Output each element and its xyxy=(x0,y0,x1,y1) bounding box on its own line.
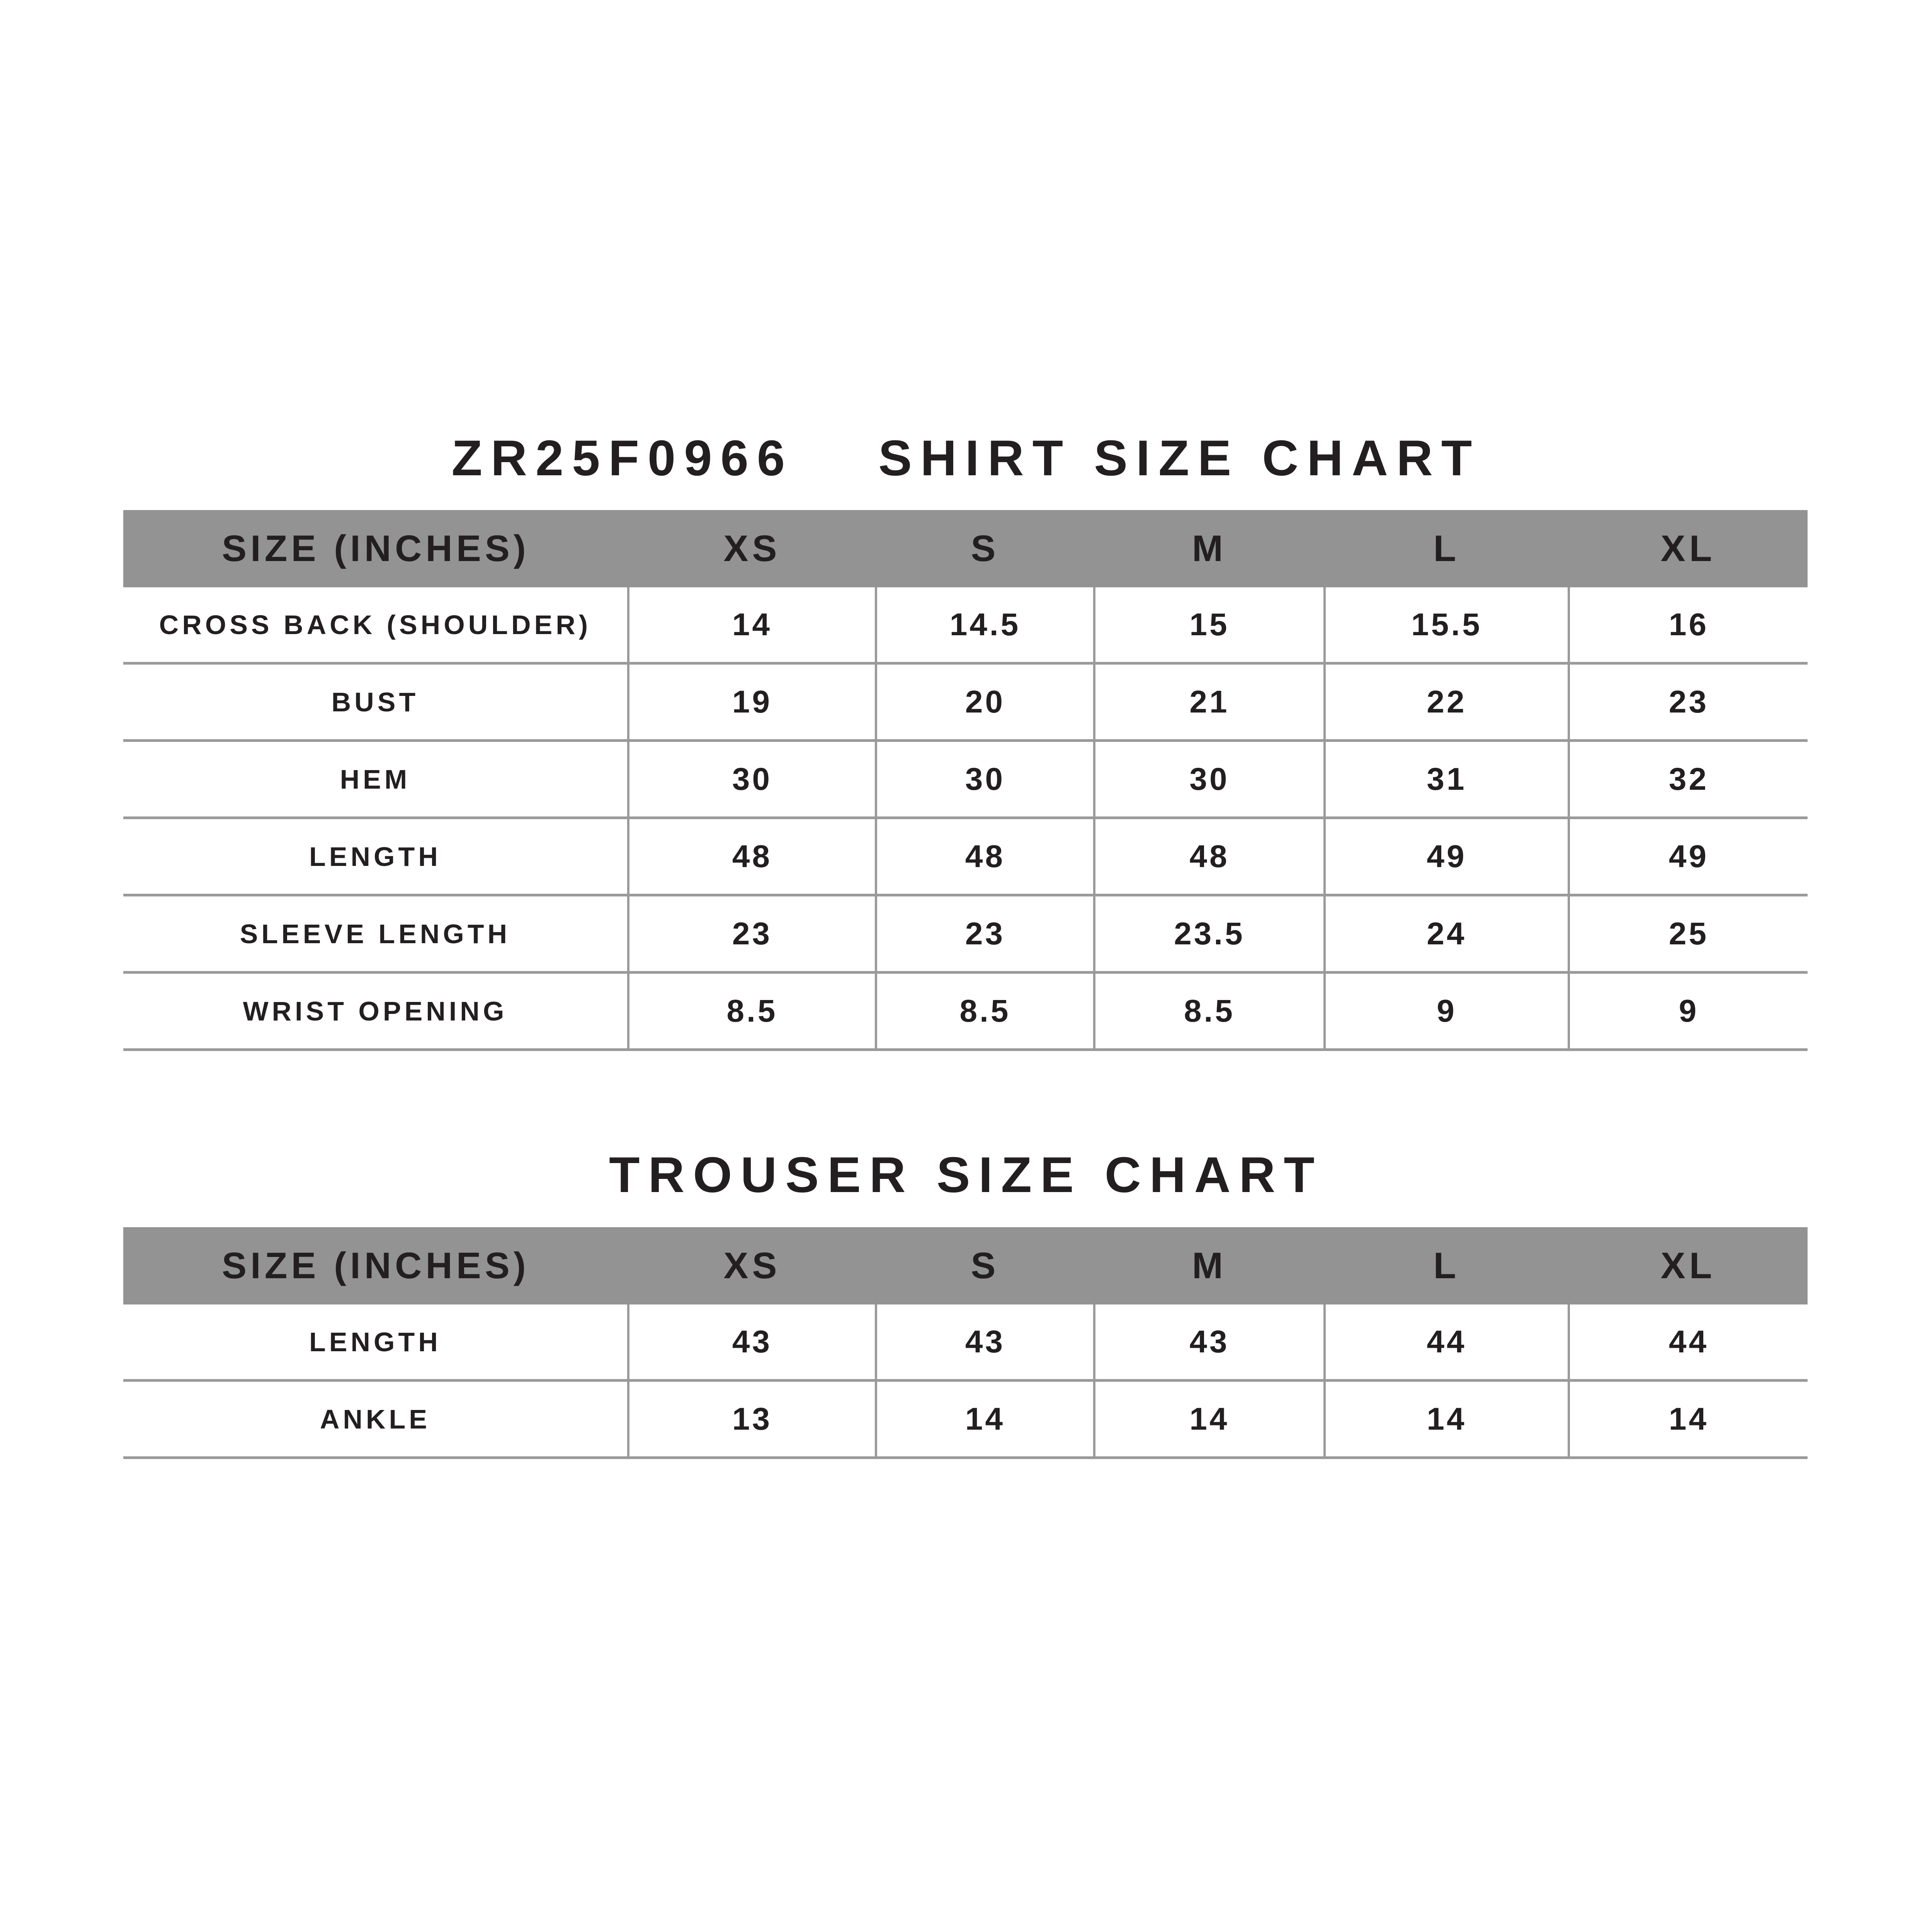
header-size-l: L xyxy=(1325,1227,1569,1304)
measurement-cell: 20 xyxy=(875,663,1094,742)
measurement-cell: 25 xyxy=(1568,895,1808,974)
measurement-cell: 14 xyxy=(1568,1380,1808,1459)
header-size-label: SIZE (INCHES) xyxy=(123,1227,628,1304)
measurement-cell: 23 xyxy=(627,895,876,974)
measurement-cell: 23 xyxy=(1568,663,1808,742)
shirt-size-table: SIZE (INCHES) XS S M L XL CROSS BACK (SHOULDE… xyxy=(123,510,1808,1051)
measurement-cell: 15 xyxy=(1093,587,1325,665)
row-label: WRIST OPENING xyxy=(123,972,628,1051)
table-row: SLEEVE LENGTH 23 23 23.5 24 25 xyxy=(123,895,1808,974)
row-label: ANKLE xyxy=(123,1380,628,1459)
measurement-cell: 8.5 xyxy=(1093,972,1325,1051)
measurement-cell: 14 xyxy=(1323,1380,1569,1459)
header-size-m: M xyxy=(1094,1227,1325,1304)
shirt-chart-title: ZR25F0966 SHIRT SIZE CHART xyxy=(0,433,1932,483)
measurement-cell: 9 xyxy=(1323,972,1569,1051)
table-row: LENGTH 43 43 43 44 44 xyxy=(123,1304,1808,1382)
row-label: LENGTH xyxy=(123,818,628,896)
measurement-cell: 14 xyxy=(1093,1380,1325,1459)
trouser-size-table: SIZE (INCHES) XS S M L XL LENGTH 43 43 43 44 44 ANK… xyxy=(123,1227,1808,1459)
measurement-cell: 8.5 xyxy=(627,972,876,1051)
measurement-cell: 43 xyxy=(875,1304,1094,1382)
row-label: CROSS BACK (SHOULDER) xyxy=(123,587,628,665)
measurement-cell: 8.5 xyxy=(875,972,1094,1051)
measurement-cell: 31 xyxy=(1323,740,1569,819)
measurement-cell: 13 xyxy=(627,1380,876,1459)
trouser-chart-title: TROUSER SIZE CHART xyxy=(0,1150,1932,1200)
row-label: HEM xyxy=(123,740,628,819)
table-row: HEM 30 30 30 31 32 xyxy=(123,740,1808,819)
measurement-cell: 49 xyxy=(1323,818,1569,896)
header-size-label: SIZE (INCHES) xyxy=(123,510,628,587)
measurement-cell: 16 xyxy=(1568,587,1808,665)
measurement-cell: 48 xyxy=(627,818,876,896)
table-header-row: SIZE (INCHES) XS S M L XL xyxy=(123,510,1808,587)
measurement-cell: 24 xyxy=(1323,895,1569,974)
row-label: BUST xyxy=(123,663,628,742)
measurement-cell: 14.5 xyxy=(875,587,1094,665)
measurement-cell: 32 xyxy=(1568,740,1808,819)
table-row: ANKLE 13 14 14 14 14 xyxy=(123,1380,1808,1459)
trouser-title: TROUSER SIZE CHART xyxy=(609,1146,1323,1203)
table-header-row: SIZE (INCHES) XS S M L XL xyxy=(123,1227,1808,1304)
measurement-cell: 48 xyxy=(1093,818,1325,896)
measurement-cell: 43 xyxy=(1093,1304,1325,1382)
header-size-l: L xyxy=(1325,510,1569,587)
table-row: CROSS BACK (SHOULDER) 14 14.5 15 15.5 16 xyxy=(123,587,1808,665)
measurement-cell: 44 xyxy=(1568,1304,1808,1382)
shirt-title: SHIRT SIZE CHART xyxy=(878,430,1481,486)
measurement-cell: 22 xyxy=(1323,663,1569,742)
table-row: BUST 19 20 21 22 23 xyxy=(123,663,1808,742)
measurement-cell: 30 xyxy=(627,740,876,819)
measurement-cell: 44 xyxy=(1323,1304,1569,1382)
table-row: WRIST OPENING 8.5 8.5 8.5 9 9 xyxy=(123,972,1808,1051)
header-size-m: M xyxy=(1094,510,1325,587)
measurement-cell: 19 xyxy=(627,663,876,742)
measurement-cell: 21 xyxy=(1093,663,1325,742)
header-size-xl: XL xyxy=(1569,510,1808,587)
header-size-xs: XS xyxy=(628,510,876,587)
measurement-cell: 30 xyxy=(1093,740,1325,819)
measurement-cell: 15.5 xyxy=(1323,587,1569,665)
measurement-cell: 49 xyxy=(1568,818,1808,896)
measurement-cell: 14 xyxy=(875,1380,1094,1459)
product-code: ZR25F0966 xyxy=(451,430,794,486)
row-label: LENGTH xyxy=(123,1304,628,1382)
header-size-xl: XL xyxy=(1569,1227,1808,1304)
table-row: LENGTH 48 48 48 49 49 xyxy=(123,818,1808,896)
measurement-cell: 43 xyxy=(627,1304,876,1382)
measurement-cell: 9 xyxy=(1568,972,1808,1051)
header-size-s: S xyxy=(876,510,1094,587)
header-size-xs: XS xyxy=(628,1227,876,1304)
measurement-cell: 23 xyxy=(875,895,1094,974)
row-label: SLEEVE LENGTH xyxy=(123,895,628,974)
measurement-cell: 14 xyxy=(627,587,876,665)
measurement-cell: 23.5 xyxy=(1093,895,1325,974)
measurement-cell: 48 xyxy=(875,818,1094,896)
header-size-s: S xyxy=(876,1227,1094,1304)
measurement-cell: 30 xyxy=(875,740,1094,819)
